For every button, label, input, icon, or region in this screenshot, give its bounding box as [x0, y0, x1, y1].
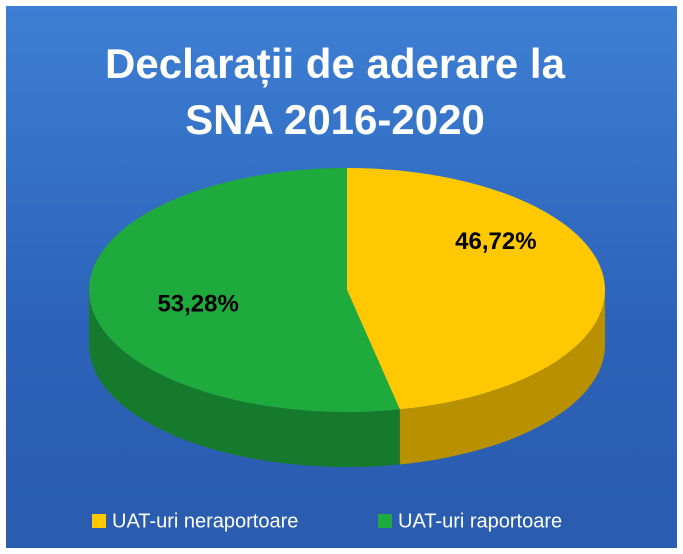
legend-label: UAT-uri raportoare — [398, 510, 562, 532]
slice-side — [399, 290, 605, 465]
data-label: 53,28% — [157, 291, 238, 318]
legend-label: UAT-uri neraportoare — [112, 510, 298, 532]
legend-swatch — [378, 514, 392, 528]
chart-title: Declarații de aderare la SNA 2016-2020 — [105, 40, 565, 143]
slice — [88, 168, 400, 412]
slice — [347, 168, 606, 410]
legend-swatch — [92, 514, 106, 528]
side-shade — [399, 290, 605, 465]
slice-side — [89, 290, 400, 467]
data-label: 46,72% — [455, 228, 536, 255]
side-shade — [89, 290, 400, 467]
